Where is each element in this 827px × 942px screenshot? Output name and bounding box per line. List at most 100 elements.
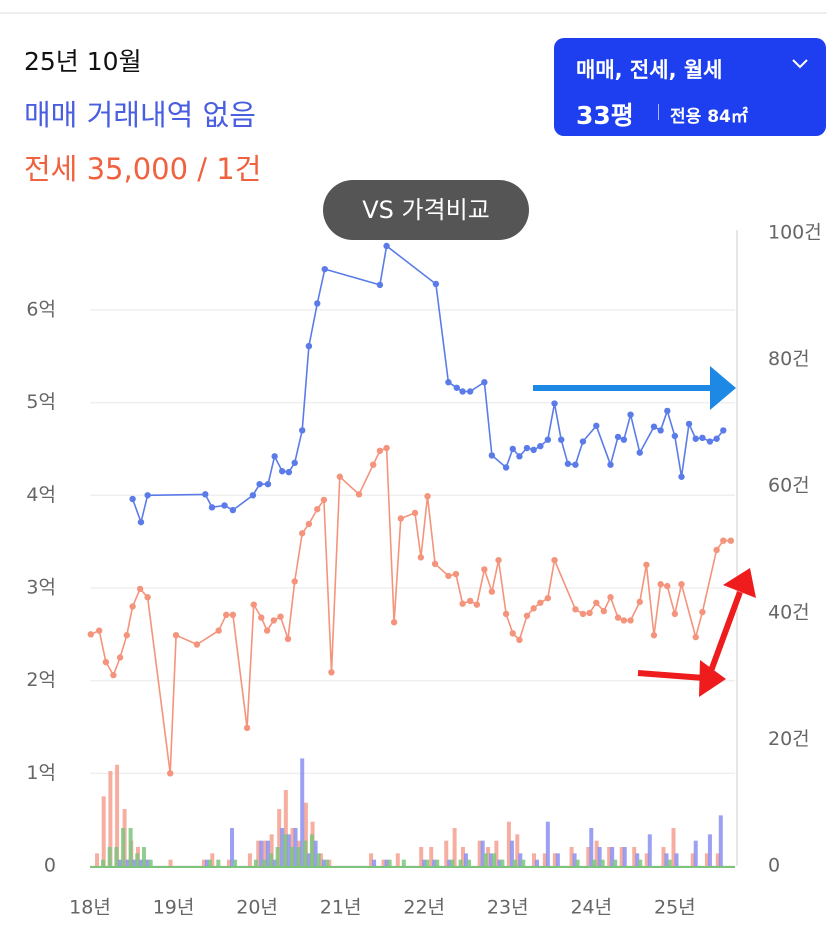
filter-button[interactable]: 매매, 전세, 월세 33평 전용 84㎡ bbox=[554, 38, 826, 136]
price-point bbox=[102, 658, 110, 666]
volume-bar bbox=[422, 859, 427, 866]
price-point bbox=[713, 546, 720, 554]
volume-bar bbox=[506, 821, 511, 866]
price-point bbox=[620, 617, 628, 624]
volume-bar bbox=[607, 847, 612, 866]
volume-bar bbox=[387, 859, 392, 866]
volume-bar bbox=[135, 853, 140, 866]
volume-bar bbox=[460, 847, 465, 866]
price-point bbox=[137, 518, 145, 526]
volume-bar bbox=[447, 859, 452, 866]
price-point bbox=[481, 566, 488, 573]
volume-bar bbox=[233, 859, 238, 866]
price-point bbox=[657, 427, 664, 434]
price-point bbox=[614, 614, 622, 621]
volume-bar bbox=[395, 853, 400, 866]
price-point bbox=[488, 588, 496, 595]
volume-bar bbox=[280, 828, 285, 866]
volume-bar bbox=[435, 859, 440, 866]
volume-bar bbox=[286, 834, 291, 866]
price-point bbox=[221, 502, 228, 509]
chevron[interactable] bbox=[790, 54, 810, 74]
price-point bbox=[671, 432, 679, 440]
volume-bar bbox=[613, 859, 618, 866]
price-point bbox=[314, 505, 321, 513]
price-point bbox=[167, 770, 174, 777]
deal-types[interactable]: 매매, 전세, 월세 bbox=[576, 58, 723, 82]
volume-bar bbox=[118, 859, 123, 866]
price-point bbox=[678, 473, 685, 480]
volume-bar bbox=[542, 853, 547, 866]
volume-bar bbox=[512, 859, 517, 866]
price-point bbox=[537, 599, 544, 606]
volume-bar bbox=[592, 859, 597, 866]
price-point bbox=[699, 434, 706, 442]
price-point bbox=[278, 467, 286, 475]
volume-bar bbox=[704, 853, 709, 866]
volume-bar bbox=[247, 853, 252, 866]
area[interactable]: 전용 84㎡ bbox=[670, 107, 748, 127]
volume-bar bbox=[115, 764, 120, 866]
price-point bbox=[208, 504, 216, 511]
price-point bbox=[383, 444, 390, 452]
volume-bar bbox=[600, 859, 605, 866]
volume-bar bbox=[500, 859, 505, 866]
volume-bar bbox=[644, 853, 649, 866]
volume-bar bbox=[707, 834, 712, 866]
volume-bar bbox=[497, 859, 502, 866]
volume-bar bbox=[463, 853, 468, 866]
volume-bar bbox=[483, 853, 488, 866]
volume-bar bbox=[715, 853, 720, 866]
price-point bbox=[144, 492, 151, 499]
volume-bar bbox=[296, 847, 301, 866]
volume-bar bbox=[638, 859, 643, 866]
volume-bar bbox=[259, 840, 264, 866]
sale-summary: 매매 거래내역 없음 bbox=[24, 98, 256, 132]
price-point bbox=[144, 594, 151, 601]
x-tick-label: 19년 bbox=[153, 897, 195, 919]
price-point bbox=[509, 630, 516, 637]
volume-bar bbox=[381, 859, 386, 866]
price-point bbox=[720, 427, 727, 434]
x-tick-label: 25년 bbox=[654, 897, 696, 919]
price-point bbox=[110, 671, 117, 679]
price-point bbox=[699, 608, 706, 616]
price-point bbox=[445, 379, 452, 386]
volume-bar bbox=[300, 758, 305, 866]
y2-tick-label: 100건 bbox=[768, 222, 822, 244]
y-tick-label: 5억 bbox=[26, 391, 56, 413]
price-point bbox=[502, 610, 510, 618]
price-point bbox=[417, 554, 425, 561]
volume-bar bbox=[201, 859, 206, 866]
price-point bbox=[258, 614, 265, 621]
volume-bar bbox=[664, 853, 669, 866]
price-point bbox=[264, 480, 272, 488]
volume-bar bbox=[429, 847, 434, 866]
jeonse-summary: 전세 35,000 / 1건 bbox=[24, 152, 262, 186]
volume-bar bbox=[419, 847, 424, 866]
volume-bar bbox=[610, 847, 615, 866]
volume-bar bbox=[534, 859, 539, 866]
volume-bar bbox=[575, 859, 580, 866]
volume-bar bbox=[667, 859, 672, 866]
volume-bar bbox=[289, 847, 294, 866]
volume-bar bbox=[466, 859, 471, 866]
compare-button[interactable]: VS 가격비교 bbox=[323, 180, 529, 240]
volume-bar bbox=[321, 859, 326, 866]
price-point bbox=[229, 611, 237, 619]
volume-bar bbox=[635, 853, 640, 866]
price-point bbox=[516, 636, 523, 644]
size[interactable]: 33평 bbox=[576, 101, 634, 130]
volume-bar bbox=[318, 853, 323, 866]
volume-bars bbox=[95, 758, 723, 866]
price-point bbox=[411, 509, 419, 517]
price-point bbox=[579, 610, 587, 618]
price-line bbox=[131, 244, 724, 525]
volume-bar bbox=[369, 853, 374, 866]
volume-bar bbox=[145, 859, 150, 866]
volume-bar bbox=[148, 859, 153, 866]
price-point bbox=[250, 601, 257, 608]
volume-bar bbox=[227, 859, 232, 866]
price-point bbox=[445, 572, 452, 580]
